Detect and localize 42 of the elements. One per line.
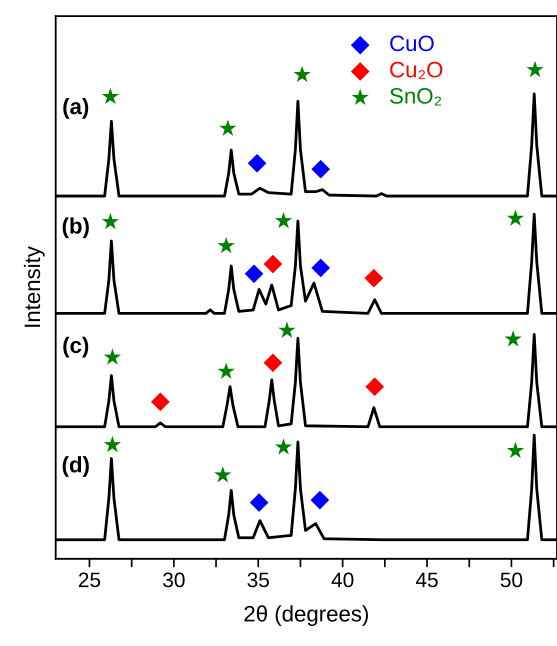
annotation: (a) [63,98,88,119]
point [244,264,264,284]
point [104,348,122,365]
point [102,88,119,104]
point [274,438,292,455]
point [365,377,384,396]
point [311,160,330,178]
x-tick-label: 50 [500,572,522,588]
point [151,392,170,412]
point [102,212,119,230]
point [264,254,282,274]
point [526,60,544,78]
point [104,436,122,452]
point [264,353,282,372]
point [274,212,292,228]
point [506,209,524,226]
point [311,258,330,278]
legend-label: Cu₂O [390,62,442,80]
x-axis-title: 2θ (degrees) [244,605,368,626]
x-tick-label: 25 [78,572,100,588]
x-tick-label: 45 [416,572,438,588]
annotation: (b) [62,217,89,238]
annotation: (d) [62,456,89,477]
point [218,236,235,254]
point [506,442,524,458]
legend-label: SnO₂ [390,88,442,106]
point [214,466,232,483]
point [219,120,236,136]
point [504,330,522,347]
x-tick-label: 40 [332,572,354,588]
point [248,154,266,173]
y-axis-title: Intensity [24,246,45,327]
point [250,493,268,512]
point [278,321,296,338]
legend-label: CuO [390,35,434,52]
x-tick-label: 30 [163,572,185,588]
point [218,362,235,379]
x-tick-label: 35 [247,572,269,588]
point [364,268,384,288]
point [310,490,330,510]
point [294,66,311,82]
annotation: (c) [63,336,88,358]
